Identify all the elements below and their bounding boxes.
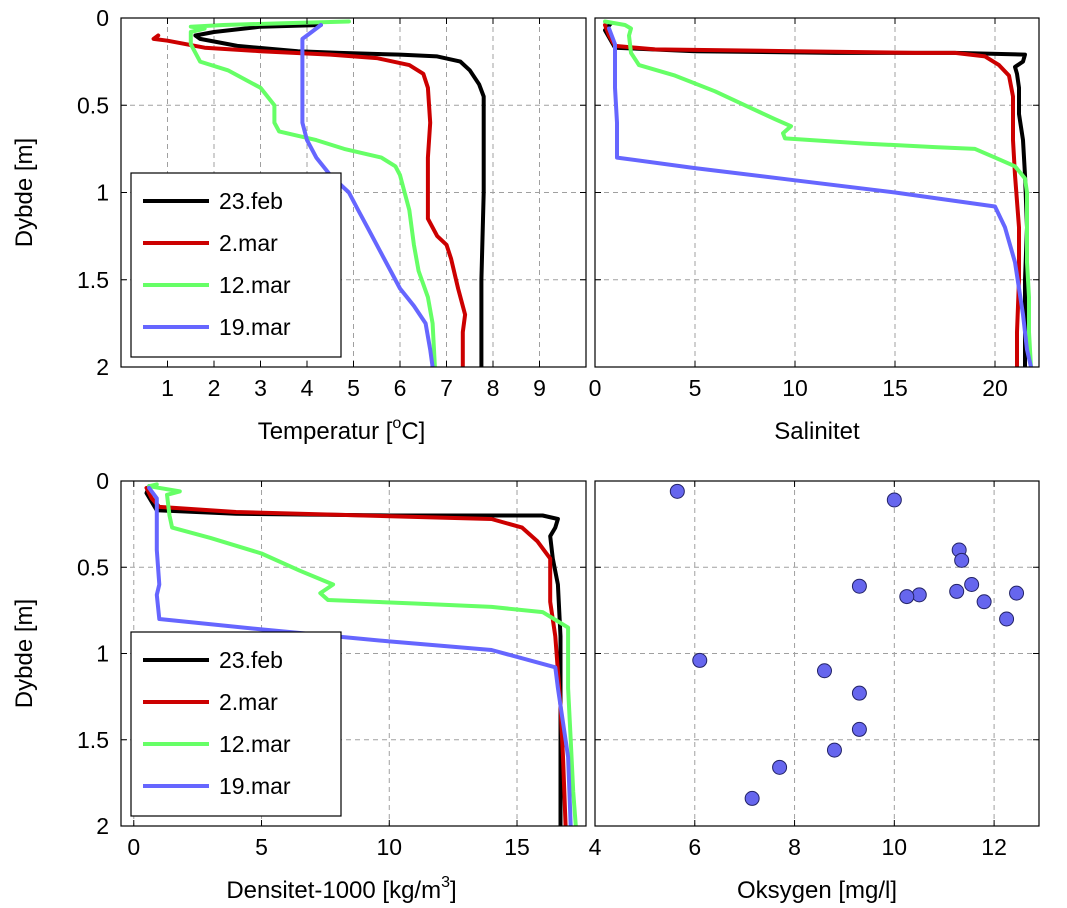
legend-label: 19.mar [219, 773, 291, 799]
chart-2: 0 5 10 15 20 Salinitet [589, 18, 1039, 445]
scatter-point [887, 493, 901, 507]
scatter-point [955, 553, 969, 567]
scatter-point [693, 653, 707, 667]
x-tick-label: 3 [254, 375, 267, 401]
x-tick-label: 10 [782, 375, 808, 401]
x-tick-label: 1 [161, 375, 174, 401]
y-axis-title: Dybde [m] [11, 599, 38, 708]
scatter-point [912, 588, 926, 602]
chart-4: 4 6 8 10 12 Oksygen [mg/l] [589, 481, 1039, 904]
scatter-point [977, 595, 991, 609]
x-tick-label: 0 [127, 834, 140, 860]
y-axis-title: Dybde [m] [11, 138, 38, 247]
x-tick-label: 4 [589, 834, 602, 860]
x-tick-label: 10 [376, 834, 402, 860]
y-tick-label: 0.5 [77, 92, 109, 118]
x-axis-title: Densitet-1000 [kg/m3] [226, 874, 456, 904]
scatter-point [670, 484, 684, 498]
scatter-point [900, 590, 914, 604]
x-tick-label: 6 [394, 375, 407, 401]
scatter-point [817, 664, 831, 678]
legend-label: 2.mar [219, 689, 278, 715]
y-tick-label: 1 [96, 180, 109, 206]
legend-label: 23.feb [219, 188, 283, 214]
scatter-point [950, 584, 964, 598]
scatter-point [827, 743, 841, 757]
scatter-point [1000, 612, 1014, 626]
x-tick-label: 5 [689, 375, 702, 401]
y-tick-label: 1.5 [77, 267, 109, 293]
x-axis-title: Salinitet [774, 418, 860, 445]
x-tick-label: 5 [347, 375, 360, 401]
x-tick-label: 7 [440, 375, 453, 401]
x-tick-label: 2 [208, 375, 221, 401]
legend-label: 12.mar [219, 731, 291, 757]
x-axis-title: Oksygen [mg/l] [737, 877, 897, 904]
scatter-point [773, 760, 787, 774]
scatter-point [965, 578, 979, 592]
x-tick-label: 9 [533, 375, 546, 401]
legend: 23.feb 2.mar 12.mar 19.mar [131, 173, 341, 357]
x-tick-label: 12 [981, 834, 1007, 860]
x-tick-label: 10 [882, 834, 908, 860]
x-axis-title: Temperatur [oC] [258, 415, 426, 445]
y-tick-label: 1.5 [77, 727, 109, 753]
scatter-point [852, 579, 866, 593]
y-tick-label: 1 [96, 641, 109, 667]
legend-label: 12.mar [219, 272, 291, 298]
scatter-point [852, 686, 866, 700]
legend: 23.feb 2.mar 12.mar 19.mar [131, 632, 341, 816]
x-tick-label: 6 [688, 834, 701, 860]
y-tick-label: 2 [96, 354, 109, 380]
x-tick-label: 15 [882, 375, 908, 401]
x-tick-label: 20 [982, 375, 1008, 401]
x-tick-label: 8 [487, 375, 500, 401]
x-tick-label: 15 [504, 834, 530, 860]
y-tick-label: 0.5 [77, 554, 109, 580]
x-tick-label: 0 [589, 375, 602, 401]
x-tick-label: 5 [255, 834, 268, 860]
legend-label: 2.mar [219, 230, 278, 256]
x-tick-label: 4 [301, 375, 314, 401]
legend-label: 19.mar [219, 314, 291, 340]
scatter-point [745, 791, 759, 805]
scatter-point [852, 722, 866, 736]
y-tick-label: 0 [96, 5, 109, 31]
x-tick-label: 8 [788, 834, 801, 860]
scatter-point [1010, 586, 1024, 600]
chart-3: 0 5 10 15 0 0.5 1 1.5 2 Densitet-1000 [kg/m3] Dybd… [11, 468, 586, 904]
legend-label: 23.feb [219, 647, 283, 673]
chart-1: 1 2 3 4 5 6 7 8 9 0 0.5 1 1.5 2 Temperatur [oC] Dybde [… [11, 5, 586, 445]
y-tick-label: 0 [96, 468, 109, 494]
y-tick-label: 2 [96, 813, 109, 839]
